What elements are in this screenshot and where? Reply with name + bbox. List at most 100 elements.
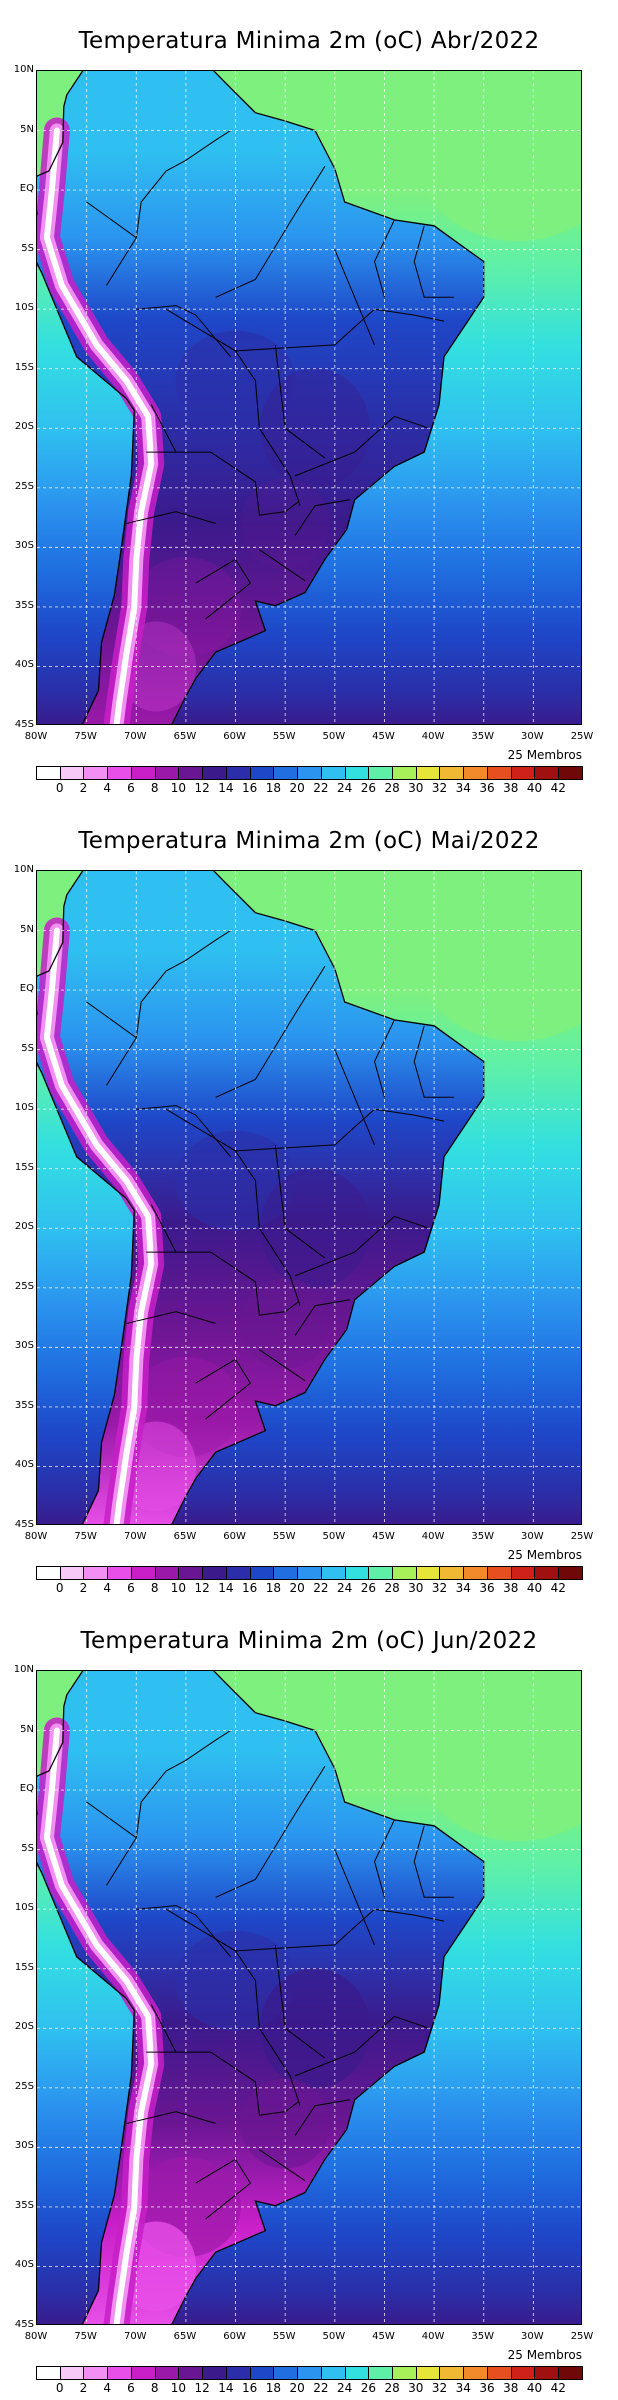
colorbar-swatch	[154, 2366, 180, 2380]
colorbar-swatch	[130, 1566, 156, 1580]
colorbar-swatch	[202, 2366, 227, 2380]
longitude-label: 50W	[322, 2331, 346, 2342]
colorbar-label: 8	[150, 2381, 159, 2395]
colorbar-swatch	[59, 766, 85, 780]
colorbar-swatch	[486, 2366, 512, 2380]
colorbar-swatch	[107, 766, 132, 780]
colorbar-label: 0	[55, 1581, 64, 1595]
colorbar-label: 18	[265, 781, 282, 795]
colorbar-label: 34	[455, 781, 471, 795]
map-graphic	[37, 1671, 581, 2324]
latitude-label: 30S	[14, 540, 34, 552]
colorbar-label: 2	[79, 2381, 88, 2395]
latitude-label: 15S	[14, 1961, 34, 1973]
colorbar-label: 10	[170, 2381, 187, 2395]
longitude-label: 60W	[223, 2331, 246, 2342]
colorbar-label: 4	[103, 781, 112, 795]
colorbar-swatch	[510, 766, 536, 780]
colorbar-label: 12	[194, 2381, 210, 2395]
latitude-label: 5S	[21, 1042, 34, 1054]
longitude-label: 55W	[272, 1531, 296, 1542]
colorbar-swatch	[249, 2366, 275, 2380]
colorbar-label: 22	[313, 2381, 329, 2395]
colorbar-swatch	[439, 1566, 465, 1580]
colorbar-label: 36	[479, 781, 495, 795]
latitude-label: 25S	[14, 1280, 34, 1292]
latitude-label: 5S	[21, 1842, 34, 1854]
colorbar-label: 40	[526, 1581, 543, 1595]
colorbar-label: 38	[503, 2381, 519, 2395]
colorbar-label: 2	[79, 1581, 88, 1595]
map-panel-mai: Temperatura Minima 2m (oC) Mai/2022 10N 5…	[0, 800, 618, 1600]
colorbar-label: 0	[55, 2381, 64, 2395]
latitude-label: 40S	[14, 1459, 34, 1471]
colorbar-swatch	[154, 766, 180, 780]
colorbar-label: 26	[360, 1581, 376, 1595]
colorbar-label: 34	[455, 1581, 471, 1595]
map-graphic	[37, 871, 581, 1524]
colorbar-swatch	[273, 2366, 299, 2380]
colorbar-label: 24	[336, 1581, 353, 1595]
colorbar-label: 20	[289, 2381, 305, 2395]
colorbar-label: 2	[79, 781, 88, 795]
colorbar-label: 6	[127, 781, 135, 795]
colorbar-swatch	[249, 1566, 275, 1580]
colorbar-swatch	[344, 1566, 370, 1580]
members-label: 25 Membros	[507, 2348, 582, 2362]
latitude-label: 5N	[20, 1723, 34, 1735]
latitude-label: 10S	[14, 302, 34, 314]
latitude-label: 30S	[14, 2140, 34, 2152]
longitude-label: 65W	[173, 731, 197, 742]
colorbar-swatch	[510, 2366, 536, 2380]
longitude-label: 80W	[24, 2331, 48, 2342]
latitude-label: EQ	[19, 1783, 34, 1795]
colorbar-label: 16	[242, 1581, 258, 1595]
colorbar-label: 28	[384, 781, 400, 795]
colorbar-swatch	[297, 2366, 322, 2380]
latitude-label: 25S	[14, 2080, 34, 2092]
longitude-label: 50W	[322, 731, 346, 742]
colorbar-swatch	[59, 1566, 85, 1580]
colorbar-label: 20	[289, 1581, 305, 1595]
colorbar-label: 24	[336, 2381, 353, 2395]
colorbar-label: 6	[127, 1581, 135, 1595]
colorbar-swatch	[558, 766, 583, 780]
colorbar-label: 20	[289, 781, 305, 795]
colorbar-labels: 0 2 4 6 8 10 12 14 16 18 20 22 24 26 28 30 32 34 36 38 40 42	[36, 1581, 582, 1595]
latitude-label: 10N	[13, 64, 34, 75]
colorbar-swatch	[486, 1566, 512, 1580]
colorbar-swatch	[297, 766, 322, 780]
colorbar-label: 10	[170, 1581, 187, 1595]
map-panel-abr: Temperatura Minima 2m (oC) Abr/2022 10N 5…	[0, 0, 618, 800]
colorbar-label: 30	[408, 781, 424, 795]
temperature-map	[36, 70, 582, 725]
latitude-label: 40S	[14, 2259, 34, 2271]
colorbar-swatch	[510, 1566, 536, 1580]
colorbar-swatch	[178, 2366, 204, 2380]
members-label: 25 Membros	[507, 748, 582, 762]
colorbar-label: 16	[242, 2381, 258, 2395]
colorbar-label: 32	[431, 1581, 448, 1595]
colorbar-label: 32	[431, 781, 448, 795]
colorbar-swatch	[344, 766, 370, 780]
longitude-label: 25W	[570, 731, 594, 742]
colorbar-label: 30	[408, 2381, 424, 2395]
latitude-label: 35S	[14, 599, 34, 611]
latitude-label: 20S	[14, 421, 34, 433]
latitude-label: 5N	[20, 923, 34, 935]
colorbar-swatch	[320, 766, 346, 780]
longitude-label: 65W	[173, 2331, 197, 2342]
colorbar-labels: 0 2 4 6 8 10 12 14 16 18 20 22 24 26 28 30 32 34 36 38 40 42	[36, 2381, 582, 2395]
colorbar-label: 42	[550, 2381, 566, 2395]
panel-title: Temperatura Minima 2m (oC) Abr/2022	[78, 28, 540, 54]
colorbar-label: 4	[103, 1581, 112, 1595]
longitude-label: 40W	[421, 731, 445, 742]
latitude-label: 10S	[14, 1102, 34, 1114]
longitude-label: 45W	[372, 1531, 395, 1542]
colorbar-swatch	[202, 766, 227, 780]
latitude-label: 10N	[13, 1664, 34, 1675]
colorbar-swatch	[83, 1566, 109, 1580]
colorbar-label: 0	[55, 781, 64, 795]
colorbar-label: 34	[455, 2381, 471, 2395]
colorbar-swatch	[36, 766, 61, 780]
